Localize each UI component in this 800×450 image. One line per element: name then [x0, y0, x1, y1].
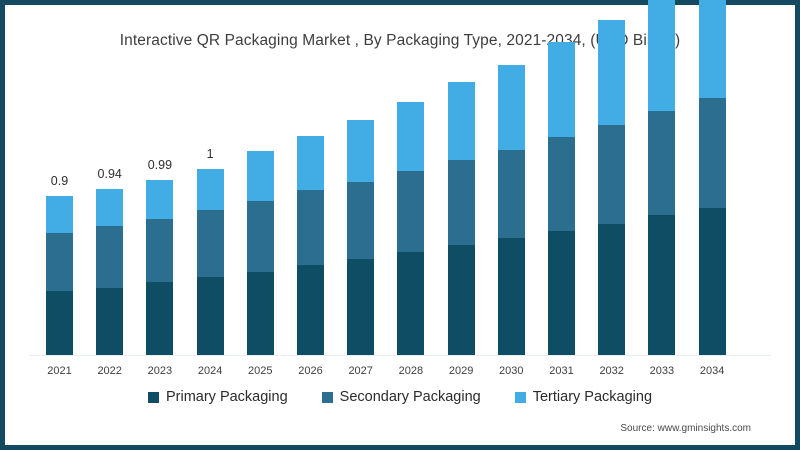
bar-segment-tertiary[interactable] — [397, 101, 425, 171]
x-axis-tick-label: 2029 — [448, 365, 474, 377]
bar-segment-secondary[interactable] — [246, 201, 274, 272]
source-attribution: Source: www.gminsights.com — [620, 423, 751, 434]
x-axis-tick-label: 2024 — [197, 365, 223, 377]
bar-segment-secondary[interactable] — [447, 160, 475, 246]
x-axis-tick-label: 2032 — [599, 365, 624, 377]
bar-value-label: 1 — [206, 147, 214, 162]
legend-label-tertiary: Tertiary Packaging — [532, 389, 653, 405]
bar-segment-tertiary[interactable] — [196, 169, 224, 210]
plot-area: 0.9 2021 0.94 2022 0.99 2023 1 2024 2025 2026 2027… — [5, 0, 795, 445]
bar-segment-tertiary[interactable] — [598, 20, 626, 125]
bar-group[interactable] — [246, 151, 274, 355]
legend-swatch-icon-tertiary — [514, 391, 526, 403]
bar-group[interactable] — [698, 0, 726, 355]
bar-segment-primary[interactable] — [397, 252, 425, 355]
legend-label-secondary: Secondary Packaging — [339, 389, 481, 405]
x-axis-tick-label: 2025 — [248, 365, 273, 377]
legend-item-tertiary-packaging[interactable]: Tertiary Packaging — [514, 389, 653, 405]
x-axis-tick-label: 2027 — [348, 365, 373, 377]
bar-group[interactable] — [648, 0, 676, 355]
bar-segment-primary[interactable] — [246, 271, 274, 355]
bar-value-label: 0.94 — [97, 166, 122, 181]
bar-segment-primary[interactable] — [447, 245, 475, 355]
x-axis-tick-label: 2026 — [298, 365, 323, 377]
bar-segment-tertiary[interactable] — [648, 0, 676, 111]
x-axis-tick-label: 2028 — [398, 365, 424, 377]
bar-segment-secondary[interactable] — [347, 181, 375, 260]
bar-segment-primary[interactable] — [497, 238, 525, 355]
bar-segment-tertiary[interactable] — [497, 64, 525, 150]
bar-group[interactable] — [347, 119, 375, 355]
bar-segment-primary[interactable] — [96, 287, 124, 355]
bar-segment-secondary[interactable] — [497, 149, 525, 239]
x-axis-tick-label: 2021 — [47, 365, 72, 377]
bar-group[interactable] — [297, 135, 324, 355]
bar-segment-secondary[interactable] — [46, 232, 73, 292]
bar-segment-tertiary[interactable] — [698, 0, 726, 99]
bar-group[interactable] — [497, 64, 525, 355]
bar-value-label: 0.99 — [147, 157, 173, 172]
x-axis-line — [29, 355, 771, 356]
bar-segment-tertiary[interactable] — [347, 119, 375, 182]
chart-canvas: Interactive QR Packaging Market , By Pac… — [5, 0, 795, 445]
x-axis-tick-label: 2022 — [97, 365, 122, 377]
bar-group[interactable] — [447, 82, 475, 355]
x-axis-tick-label: 2023 — [147, 365, 173, 377]
legend-swatch-icon-primary — [147, 391, 159, 403]
bar-segment-tertiary[interactable] — [146, 179, 174, 219]
bar-segment-secondary[interactable] — [196, 209, 224, 278]
x-axis-tick-label: 2033 — [649, 365, 675, 377]
bar-segment-secondary[interactable] — [698, 98, 726, 209]
legend-swatch-icon-secondary — [321, 391, 333, 403]
bar-segment-primary[interactable] — [347, 259, 375, 355]
bar-segment-tertiary[interactable] — [96, 188, 124, 226]
bar-group[interactable] — [146, 179, 174, 355]
legend-label-primary: Primary Packaging — [165, 389, 288, 405]
bar-segment-secondary[interactable] — [297, 190, 324, 265]
bar-segment-tertiary[interactable] — [46, 195, 73, 233]
bar-segment-primary[interactable] — [297, 264, 324, 355]
bar-segment-secondary[interactable] — [648, 110, 676, 216]
bar-segment-tertiary[interactable] — [447, 82, 475, 161]
bar-segment-primary[interactable] — [598, 224, 626, 355]
legend-item-secondary-packaging[interactable]: Secondary Packaging — [321, 389, 481, 405]
bar-segment-tertiary[interactable] — [548, 41, 575, 138]
bar-segment-secondary[interactable] — [548, 137, 575, 232]
bar-segment-secondary[interactable] — [598, 124, 626, 225]
legend-item-primary-packaging[interactable]: Primary Packaging — [147, 389, 288, 405]
bar-group[interactable] — [46, 195, 73, 355]
bar-segment-tertiary[interactable] — [246, 151, 274, 202]
bar-segment-primary[interactable] — [146, 282, 174, 355]
bar-group[interactable] — [96, 188, 124, 355]
bar-segment-primary[interactable] — [648, 215, 676, 355]
bar-segment-primary[interactable] — [46, 291, 73, 355]
bar-segment-tertiary[interactable] — [297, 135, 324, 191]
chart-legend: Primary Packaging Secondary Packaging Te… — [5, 389, 795, 405]
bar-group[interactable] — [397, 101, 425, 355]
bar-segment-primary[interactable] — [196, 277, 224, 355]
bar-group[interactable] — [598, 20, 626, 355]
x-axis-tick-label: 2030 — [499, 365, 524, 377]
bar-segment-primary[interactable] — [698, 208, 726, 355]
x-axis-tick-label: 2031 — [549, 365, 574, 377]
bar-segment-secondary[interactable] — [397, 170, 425, 253]
bar-group[interactable] — [548, 41, 575, 355]
bar-segment-secondary[interactable] — [96, 225, 124, 288]
bar-segment-secondary[interactable] — [146, 218, 174, 283]
chart-title: Interactive QR Packaging Market , By Pac… — [119, 32, 681, 49]
bar-value-label: 0.9 — [50, 173, 69, 188]
bar-segment-primary[interactable] — [548, 231, 575, 355]
bar-group[interactable] — [196, 169, 224, 355]
x-axis-tick-label: 2034 — [699, 365, 725, 377]
